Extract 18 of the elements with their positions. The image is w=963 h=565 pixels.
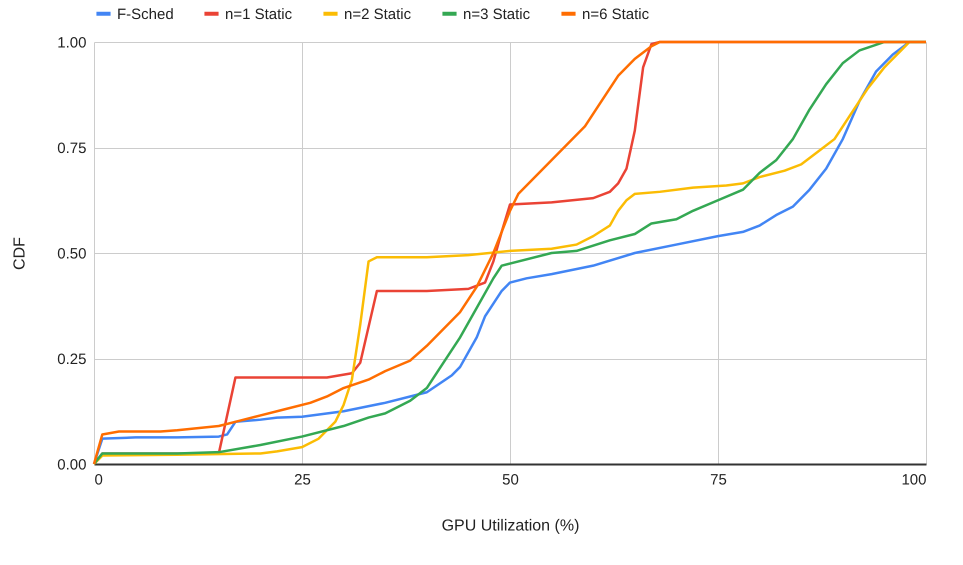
x-axis-title: GPU Utilization (%) (442, 518, 580, 534)
y-tick-label: 0.25 (57, 351, 86, 368)
x-tick-label: 75 (710, 472, 727, 488)
x-tick-label: 25 (294, 472, 311, 488)
legend-label: n=2 Static (344, 6, 412, 23)
y-tick-label: 0.50 (57, 246, 86, 262)
legend-label: n=6 Static (582, 6, 650, 23)
line-series (92, 40, 928, 466)
legend-label: F-Sched (117, 6, 174, 23)
y-axis-title: CDF (11, 236, 28, 270)
x-tick-label: 0 (94, 472, 103, 488)
y-tick-label: 1.00 (57, 34, 86, 52)
x-tick-label: 50 (502, 472, 519, 488)
legend-label: n=3 Static (463, 6, 531, 23)
x-tick-label: 100 (901, 472, 926, 488)
y-tick-label: 0.75 (57, 140, 86, 157)
y-tick-label: 0.00 (57, 456, 86, 474)
legend-label: n=1 Static (225, 6, 293, 23)
